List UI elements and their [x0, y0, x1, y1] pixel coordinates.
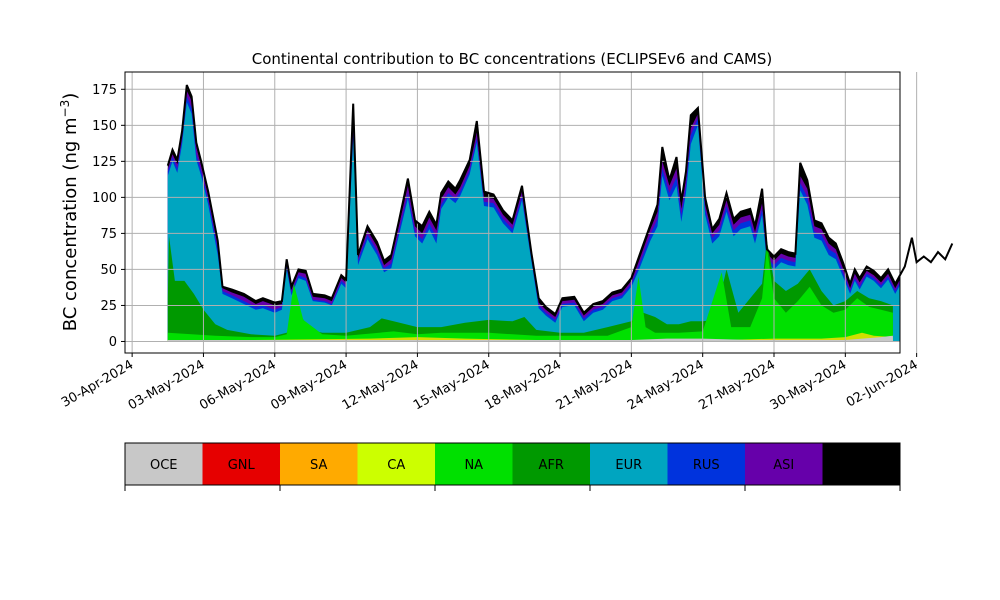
y-tick-label: 150	[92, 119, 117, 134]
x-tick-label: 21-May-2024	[554, 357, 636, 413]
x-tick-label: 30-May-2024	[768, 357, 850, 413]
y-axis: 0 25 50 75 100 125 150 175	[92, 83, 125, 350]
legend-swatch-gnl	[202, 443, 280, 485]
x-tick-label: 24-May-2024	[625, 357, 707, 413]
legend-frame	[124, 442, 901, 486]
x-tick-label: 03-May-2024	[126, 357, 208, 413]
y-axis-label-exponent: −3	[58, 100, 72, 118]
x-tick-label: 18-May-2024	[482, 357, 564, 413]
y-axis-label: BC concentration (ng m−3)	[58, 93, 81, 332]
legend-swatch-rus	[667, 443, 745, 485]
area-oce	[167, 335, 893, 342]
x-tick-label: 15-May-2024	[411, 357, 493, 413]
legend-swatch-sa	[280, 443, 358, 485]
total-outline	[166, 84, 954, 316]
x-tick-label: 30-Apr-2024	[59, 357, 136, 410]
legend-swatch-eur	[590, 443, 668, 485]
legend-label-afr: AFR	[539, 458, 564, 473]
chart-title: Continental contribution to BC concentra…	[252, 50, 773, 68]
legend-label-rus: RUS	[693, 458, 720, 473]
legend-label-sa: SA	[310, 458, 327, 473]
y-tick-label: 75	[100, 227, 117, 242]
area-na	[167, 247, 893, 342]
y-axis-label-close: )	[60, 93, 81, 100]
legend-label-ca: CA	[387, 458, 405, 473]
legend-label-asi: ASI	[773, 458, 794, 473]
legend-swatch-ca	[357, 443, 435, 485]
legend-swatch-asi	[745, 443, 823, 485]
stacked-areas	[167, 85, 900, 342]
area-eur	[167, 102, 900, 342]
y-tick-label: 100	[92, 191, 117, 206]
legend-swatch-na	[435, 443, 513, 485]
x-axis: 30-Apr-202403-May-202406-May-202409-May-…	[59, 353, 921, 413]
legend-colorbar: OCE GNL SA CA NA AFR EUR RUS ASI AUS	[124, 442, 901, 491]
y-tick-label: 25	[100, 299, 117, 314]
area-ca	[167, 332, 893, 342]
y-axis-label-text: BC concentration (ng m	[60, 117, 81, 331]
legend-swatch-oce	[125, 443, 203, 485]
legend-swatch-afr	[512, 443, 590, 485]
grid-lines	[125, 72, 918, 353]
legend-label-oce: OCE	[150, 458, 178, 473]
plot-frame	[124, 71, 901, 354]
y-tick-label: 0	[109, 335, 117, 350]
y-tick-label: 50	[100, 263, 117, 278]
x-tick-label: 06-May-2024	[197, 357, 279, 413]
x-tick-label: 09-May-2024	[268, 357, 350, 413]
x-tick-label: 02-Jun-2024	[844, 357, 921, 410]
legend-label-eur: EUR	[615, 458, 642, 473]
x-tick-label: 27-May-2024	[696, 357, 778, 413]
legend-label-na: NA	[464, 458, 483, 473]
x-tick-label: 12-May-2024	[340, 357, 422, 413]
legend-label-gnl: GNL	[228, 458, 256, 473]
y-tick-label: 175	[92, 83, 117, 98]
legend-label-aus: AUS	[848, 458, 875, 473]
y-tick-label: 125	[92, 155, 117, 170]
legend-swatch-aus	[822, 443, 900, 485]
